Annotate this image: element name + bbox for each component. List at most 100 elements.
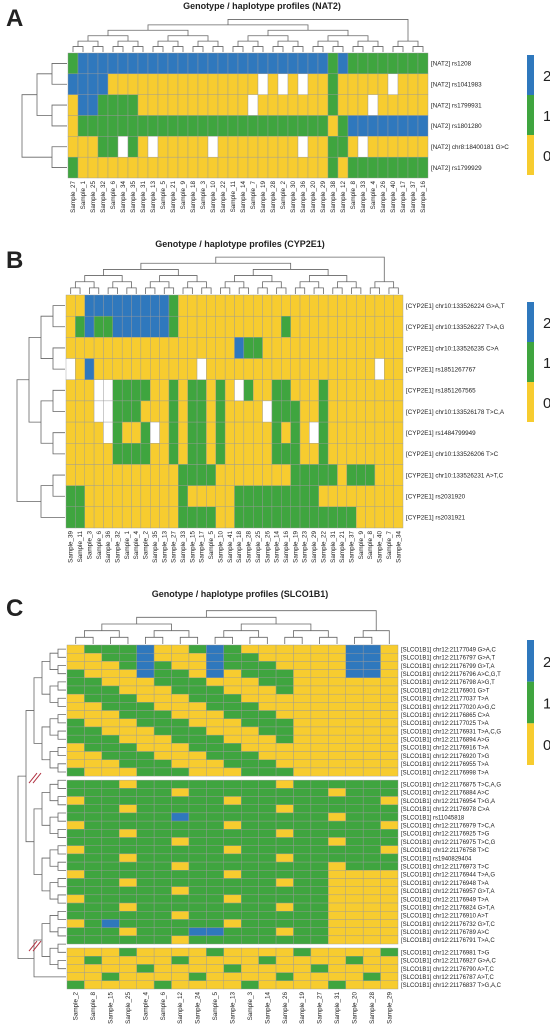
cell-r4-c19 [257,136,269,158]
cell-r5-c5 [153,685,172,695]
cell-r3-c11 [177,115,189,137]
cell-r5-c19 [243,400,254,423]
cell-r10-c34 [384,506,394,529]
cell-r8-c20 [253,464,263,486]
cell-r2-c9 [157,94,169,116]
cell-r1-c5 [153,652,172,662]
cell-r26-c18 [380,861,399,871]
cell-r8-c31 [355,464,366,486]
cell-r5-c16 [227,156,239,179]
cell-r3-c29 [357,115,369,137]
cell-r27-c6 [171,870,190,879]
cell-r9-c25 [299,485,310,508]
cell-r34-c17 [362,927,381,937]
cell-r10-c19 [243,506,254,529]
cell-r34-c12 [275,927,294,937]
cell-r6-c12 [275,693,294,703]
cell-r39-c13 [293,972,312,982]
cell-r0-c3 [119,644,137,654]
column-label: Sample_35 [130,181,137,213]
column-label: Sample_11 [230,181,237,213]
cell-r3-c32 [387,115,399,137]
cell-r6-c21 [262,421,273,444]
cell-r26-c16 [345,861,364,871]
cell-r3-c2 [87,115,99,137]
cell-r40-c11 [258,980,277,990]
cell-r16-c6 [171,779,190,789]
cell-r2-c0 [66,661,85,670]
cell-r7-c33 [374,443,385,465]
column-label: Sample_4 [142,992,149,1021]
column-dendrogram [72,19,424,52]
cell-r20-c5 [153,812,172,822]
cell-r22-c3 [119,829,137,838]
cell-r30-c11 [258,894,277,904]
row-label: [SLCO1B1] chr12:21176798 A>G,T [401,680,495,686]
cell-r3-c21 [277,115,289,137]
cell-r10-c31 [355,506,366,529]
cell-r1-c34 [384,315,394,338]
cell-r28-c10 [241,878,259,887]
cell-r10-c16 [345,726,364,736]
cell-r2-c14 [207,94,219,116]
cell-r10-c4 [103,506,114,529]
cell-r0-c14 [207,52,219,75]
cell-r18-c2 [101,796,120,805]
cell-r40-c0 [66,980,85,990]
cell-r6-c15 [206,421,216,444]
cell-r22-c5 [153,829,172,838]
cell-r0-c15 [206,294,216,317]
row-label: [NAT2] chr8:18400181 G>C [431,144,509,151]
cell-r25-c12 [275,853,294,863]
cell-r6-c14 [310,693,329,703]
cell-r1-c31 [377,73,389,95]
cell-r0-c7 [137,52,149,75]
cell-r11-c0 [66,734,85,744]
cell-r3-c0 [66,669,85,678]
cell-r9-c5 [153,718,172,728]
cell-r17-c9 [223,788,242,797]
cell-r6-c27 [318,421,329,444]
cell-r0-c14 [196,294,207,317]
cell-r3-c7 [131,358,142,380]
cell-r16-c8 [206,779,224,789]
cell-r7-c6 [121,443,132,465]
cell-r1-c17 [237,73,249,95]
cell-r29-c2 [101,886,120,896]
cell-r7-c3 [93,443,104,465]
cell-r9-c33 [374,485,385,508]
cell-r10-c23 [281,506,291,529]
cell-r38-c4 [136,964,155,973]
column-label: Sample_25 [125,992,132,1024]
cell-r27-c2 [101,870,120,879]
cell-r29-c6 [171,886,190,896]
cell-r21-c8 [206,820,224,830]
cell-r33-c2 [101,919,120,928]
cell-r2-c25 [317,94,329,116]
column-label: Sample_36 [300,181,307,213]
cell-r36-c1 [84,947,103,957]
cell-r11-c8 [206,734,224,744]
column-label: Sample_32 [100,181,107,213]
cell-r16-c13 [293,779,312,789]
cell-r2-c22 [271,337,282,359]
cell-r26-c9 [223,861,242,871]
cell-r5-c29 [337,400,348,423]
cell-r26-c4 [136,861,155,871]
cell-r4-c13 [293,677,312,687]
cell-r26-c2 [101,861,120,871]
cell-r9-c14 [196,485,207,508]
cell-r25-c0 [66,853,85,863]
cell-r6-c7 [188,693,207,703]
cell-r4-c2 [101,677,120,687]
cell-r2-c31 [377,94,389,116]
cell-r5-c22 [271,400,282,423]
cell-r34-c2 [101,927,120,937]
cell-r34-c16 [345,927,364,937]
cell-r3-c22 [287,115,299,137]
cell-r2-c2 [87,94,99,116]
cell-r40-c2 [101,980,120,990]
cell-r0-c0 [67,52,79,75]
cell-r0-c18 [247,52,259,75]
cell-r36-c9 [223,947,242,957]
